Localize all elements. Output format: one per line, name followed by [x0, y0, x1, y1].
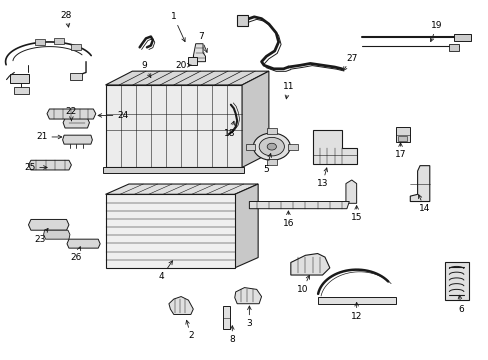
Text: 15: 15 — [350, 206, 362, 222]
Bar — [188, 57, 197, 65]
Polygon shape — [62, 135, 92, 144]
Text: 14: 14 — [418, 195, 430, 213]
Bar — [10, 74, 29, 83]
Text: 2: 2 — [185, 320, 193, 341]
Polygon shape — [67, 239, 100, 248]
Text: 22: 22 — [66, 107, 77, 121]
Bar — [453, 34, 470, 41]
Bar — [397, 136, 406, 140]
Circle shape — [266, 143, 276, 150]
Text: 6: 6 — [457, 295, 464, 314]
Polygon shape — [445, 262, 468, 300]
Polygon shape — [249, 202, 348, 209]
Polygon shape — [312, 130, 356, 164]
Bar — [70, 73, 82, 80]
Text: 7: 7 — [197, 32, 207, 52]
Text: 9: 9 — [142, 61, 150, 77]
Text: 28: 28 — [61, 10, 72, 27]
Text: 27: 27 — [343, 54, 357, 71]
Polygon shape — [28, 220, 69, 230]
Text: 10: 10 — [297, 275, 309, 294]
Polygon shape — [105, 184, 258, 194]
Polygon shape — [105, 85, 242, 167]
Bar — [448, 44, 458, 51]
Polygon shape — [222, 306, 229, 329]
Text: 19: 19 — [429, 21, 442, 42]
Text: 13: 13 — [316, 168, 327, 188]
Text: 5: 5 — [263, 154, 271, 174]
Bar — [71, 44, 81, 50]
Polygon shape — [47, 109, 96, 119]
Text: 23: 23 — [34, 229, 48, 244]
Circle shape — [253, 133, 290, 160]
Bar — [35, 40, 44, 45]
Polygon shape — [28, 160, 71, 170]
Text: 4: 4 — [159, 261, 172, 281]
Polygon shape — [409, 166, 429, 202]
Polygon shape — [345, 180, 356, 203]
Polygon shape — [242, 71, 268, 167]
Polygon shape — [103, 167, 244, 173]
Text: 18: 18 — [224, 121, 235, 138]
Bar — [237, 15, 247, 26]
Polygon shape — [290, 253, 329, 275]
Text: 21: 21 — [37, 132, 61, 141]
Bar — [266, 128, 276, 134]
Text: 24: 24 — [98, 111, 128, 120]
Polygon shape — [168, 297, 193, 315]
Polygon shape — [193, 44, 205, 62]
Bar — [54, 39, 64, 44]
Polygon shape — [63, 118, 89, 128]
Text: 20: 20 — [175, 61, 191, 70]
Bar — [14, 87, 29, 94]
Text: 1: 1 — [171, 12, 185, 42]
Polygon shape — [317, 297, 395, 304]
Text: 11: 11 — [282, 82, 294, 99]
Circle shape — [259, 138, 284, 156]
Bar — [287, 144, 297, 149]
Polygon shape — [234, 288, 261, 304]
Text: 25: 25 — [24, 163, 47, 172]
Text: 8: 8 — [229, 326, 235, 344]
Polygon shape — [234, 184, 258, 268]
Text: 26: 26 — [70, 247, 82, 262]
Bar — [266, 159, 276, 165]
Text: 3: 3 — [246, 306, 252, 328]
Bar — [395, 127, 409, 142]
Polygon shape — [43, 230, 70, 239]
Bar — [245, 144, 255, 149]
Polygon shape — [105, 71, 268, 85]
Polygon shape — [105, 194, 234, 268]
Text: 17: 17 — [394, 143, 406, 159]
Text: 12: 12 — [350, 302, 362, 321]
Text: 16: 16 — [282, 211, 294, 228]
